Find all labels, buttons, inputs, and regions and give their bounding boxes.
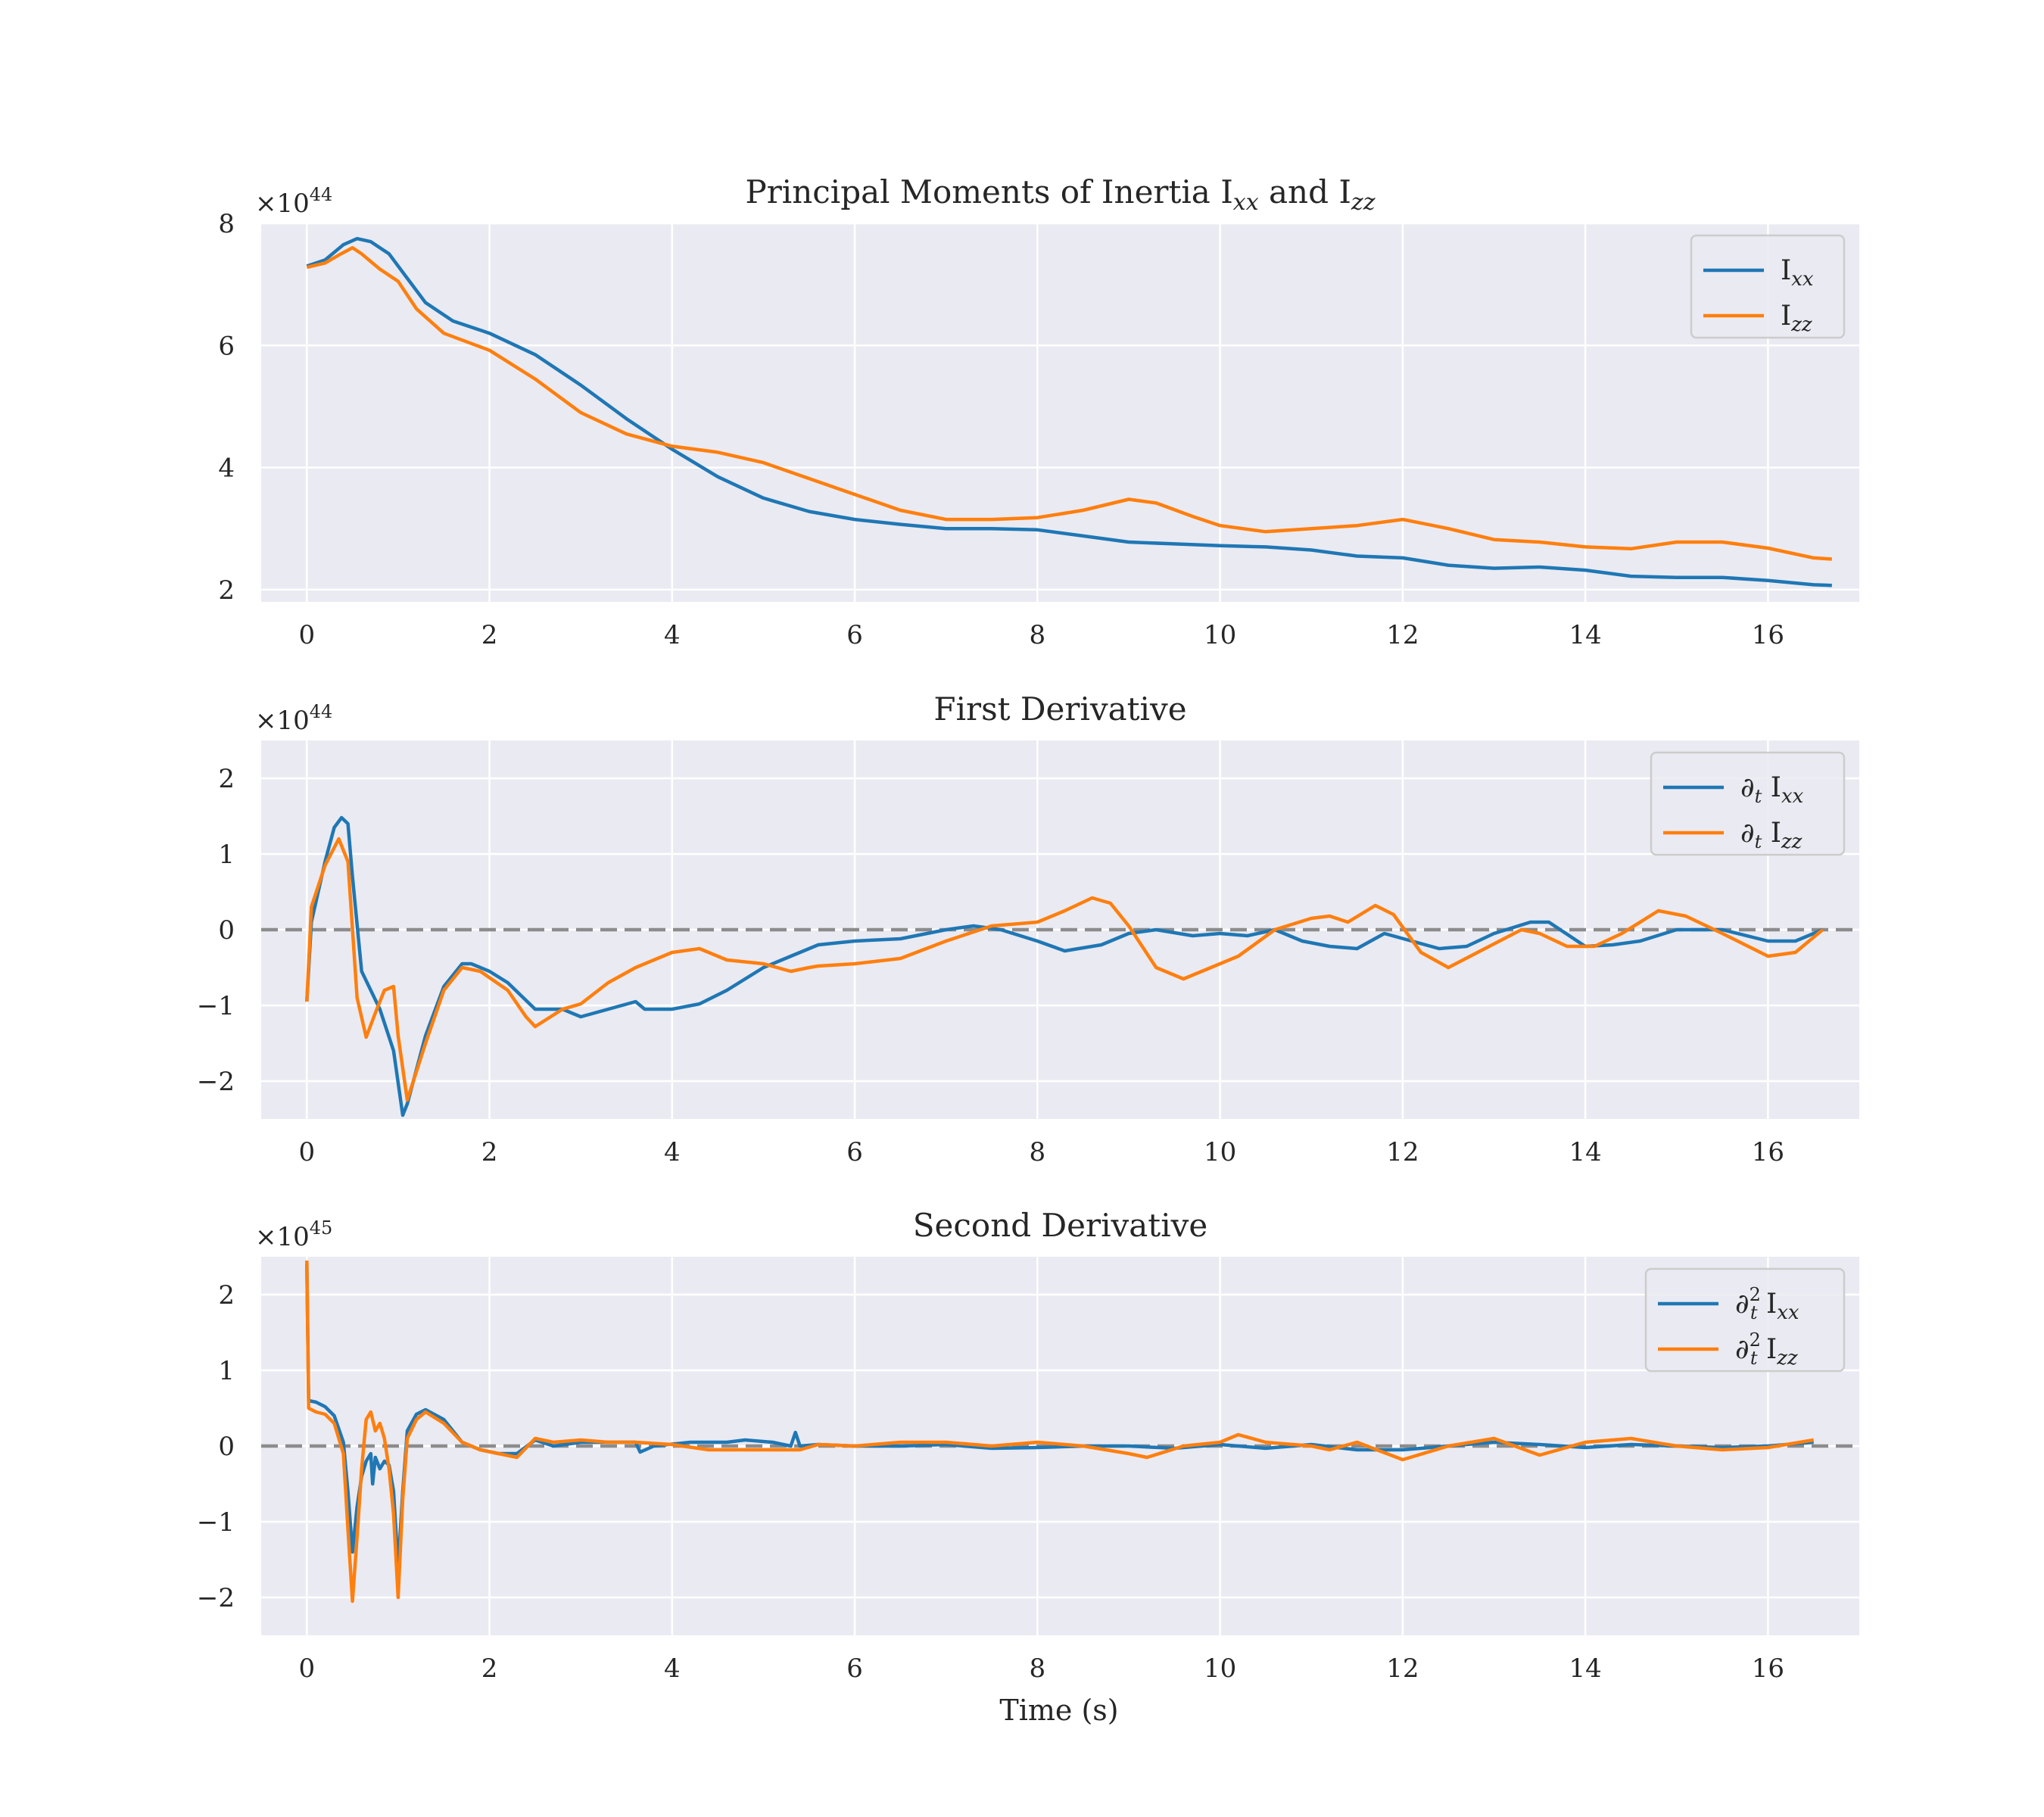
x-tick-label: 14 (1569, 1653, 1601, 1684)
y-tick-label: 2 (218, 764, 235, 794)
axis-offset-label: ×1045 (255, 1217, 332, 1252)
y-tick-label: 1 (218, 1356, 235, 1386)
x-tick-label: 4 (664, 620, 681, 650)
chart-title: Second Derivative (913, 1207, 1207, 1244)
y-tick-label: 8 (218, 209, 235, 239)
series-line-izz (305, 1260, 1815, 1604)
x-tick-label: 8 (1030, 620, 1046, 650)
panel-moments-of-inertia: 0 2 4 6 8 10 12 14 16 2 4 6 8 Principal Moments of In… (218, 173, 1859, 650)
legend-box (1690, 234, 1846, 339)
y-tick-label: −2 (197, 1067, 235, 1097)
x-tick-label: 0 (298, 1653, 315, 1684)
y-tick-label: 0 (218, 915, 235, 946)
legend-box (1644, 1267, 1846, 1373)
x-tick-label: 6 (846, 1653, 863, 1684)
x-tick-label: 8 (1030, 1137, 1046, 1167)
x-tick-label: 6 (846, 1137, 863, 1167)
legend-box (1650, 751, 1846, 856)
x-tick-label: 16 (1752, 1137, 1784, 1167)
legend-label: Ixx (1781, 255, 1814, 291)
x-tick-label: 14 (1569, 620, 1601, 650)
y-tick-label: 0 (218, 1432, 235, 1462)
y-tick-label: −1 (197, 1507, 235, 1538)
chart-title: Principal Moments of Inertia Ixx and Izz (745, 173, 1375, 216)
chart-title: First Derivative (933, 690, 1186, 728)
series-line-izz (306, 246, 1832, 561)
x-tick-label: 10 (1204, 1653, 1236, 1684)
y-tick-label: −2 (197, 1583, 235, 1613)
y-tick-label: 1 (218, 840, 235, 870)
legend-label: ∂t Ixx (1740, 772, 1804, 808)
x-tick-label: 10 (1204, 1137, 1236, 1167)
axis-offset-label: ×1044 (255, 184, 332, 219)
legend-label: Izz (1781, 301, 1812, 336)
y-tick-label: 6 (218, 331, 235, 361)
axis-offset-label: ×1044 (255, 701, 332, 736)
x-tick-label: 12 (1386, 1653, 1419, 1684)
x-tick-label: 4 (664, 1653, 681, 1684)
x-tick-label: 12 (1386, 1137, 1419, 1167)
x-tick-label: 2 (481, 1137, 498, 1167)
x-tick-label: 0 (298, 620, 315, 650)
series-line-ixx (305, 815, 1824, 1117)
y-tick-label: −1 (197, 991, 235, 1021)
y-tick-label: 2 (218, 1280, 235, 1311)
x-tick-label: 16 (1752, 620, 1784, 650)
legend-label: ∂t Izz (1740, 818, 1803, 853)
legend-label: ∂2 t Izz (1735, 1329, 1798, 1370)
x-tick-label: 10 (1204, 620, 1236, 650)
legend-label: ∂2 t Ixx (1735, 1284, 1799, 1324)
series-line-izz (305, 837, 1824, 1102)
series-line-ixx (306, 236, 1832, 587)
x-tick-label: 2 (481, 1653, 498, 1684)
x-tick-label: 0 (298, 1137, 315, 1167)
x-tick-label: 8 (1030, 1653, 1046, 1684)
x-tick-label: 16 (1752, 1653, 1784, 1684)
x-tick-label: 4 (664, 1137, 681, 1167)
y-tick-label: 4 (218, 453, 235, 484)
x-tick-label: 6 (846, 620, 863, 650)
x-axis-label: Time (s) (999, 1694, 1118, 1727)
x-tick-label: 12 (1386, 620, 1419, 650)
x-tick-label: 2 (481, 620, 498, 650)
x-tick-label: 14 (1569, 1137, 1601, 1167)
y-tick-label: 2 (218, 575, 235, 606)
plot-area (261, 223, 1859, 602)
